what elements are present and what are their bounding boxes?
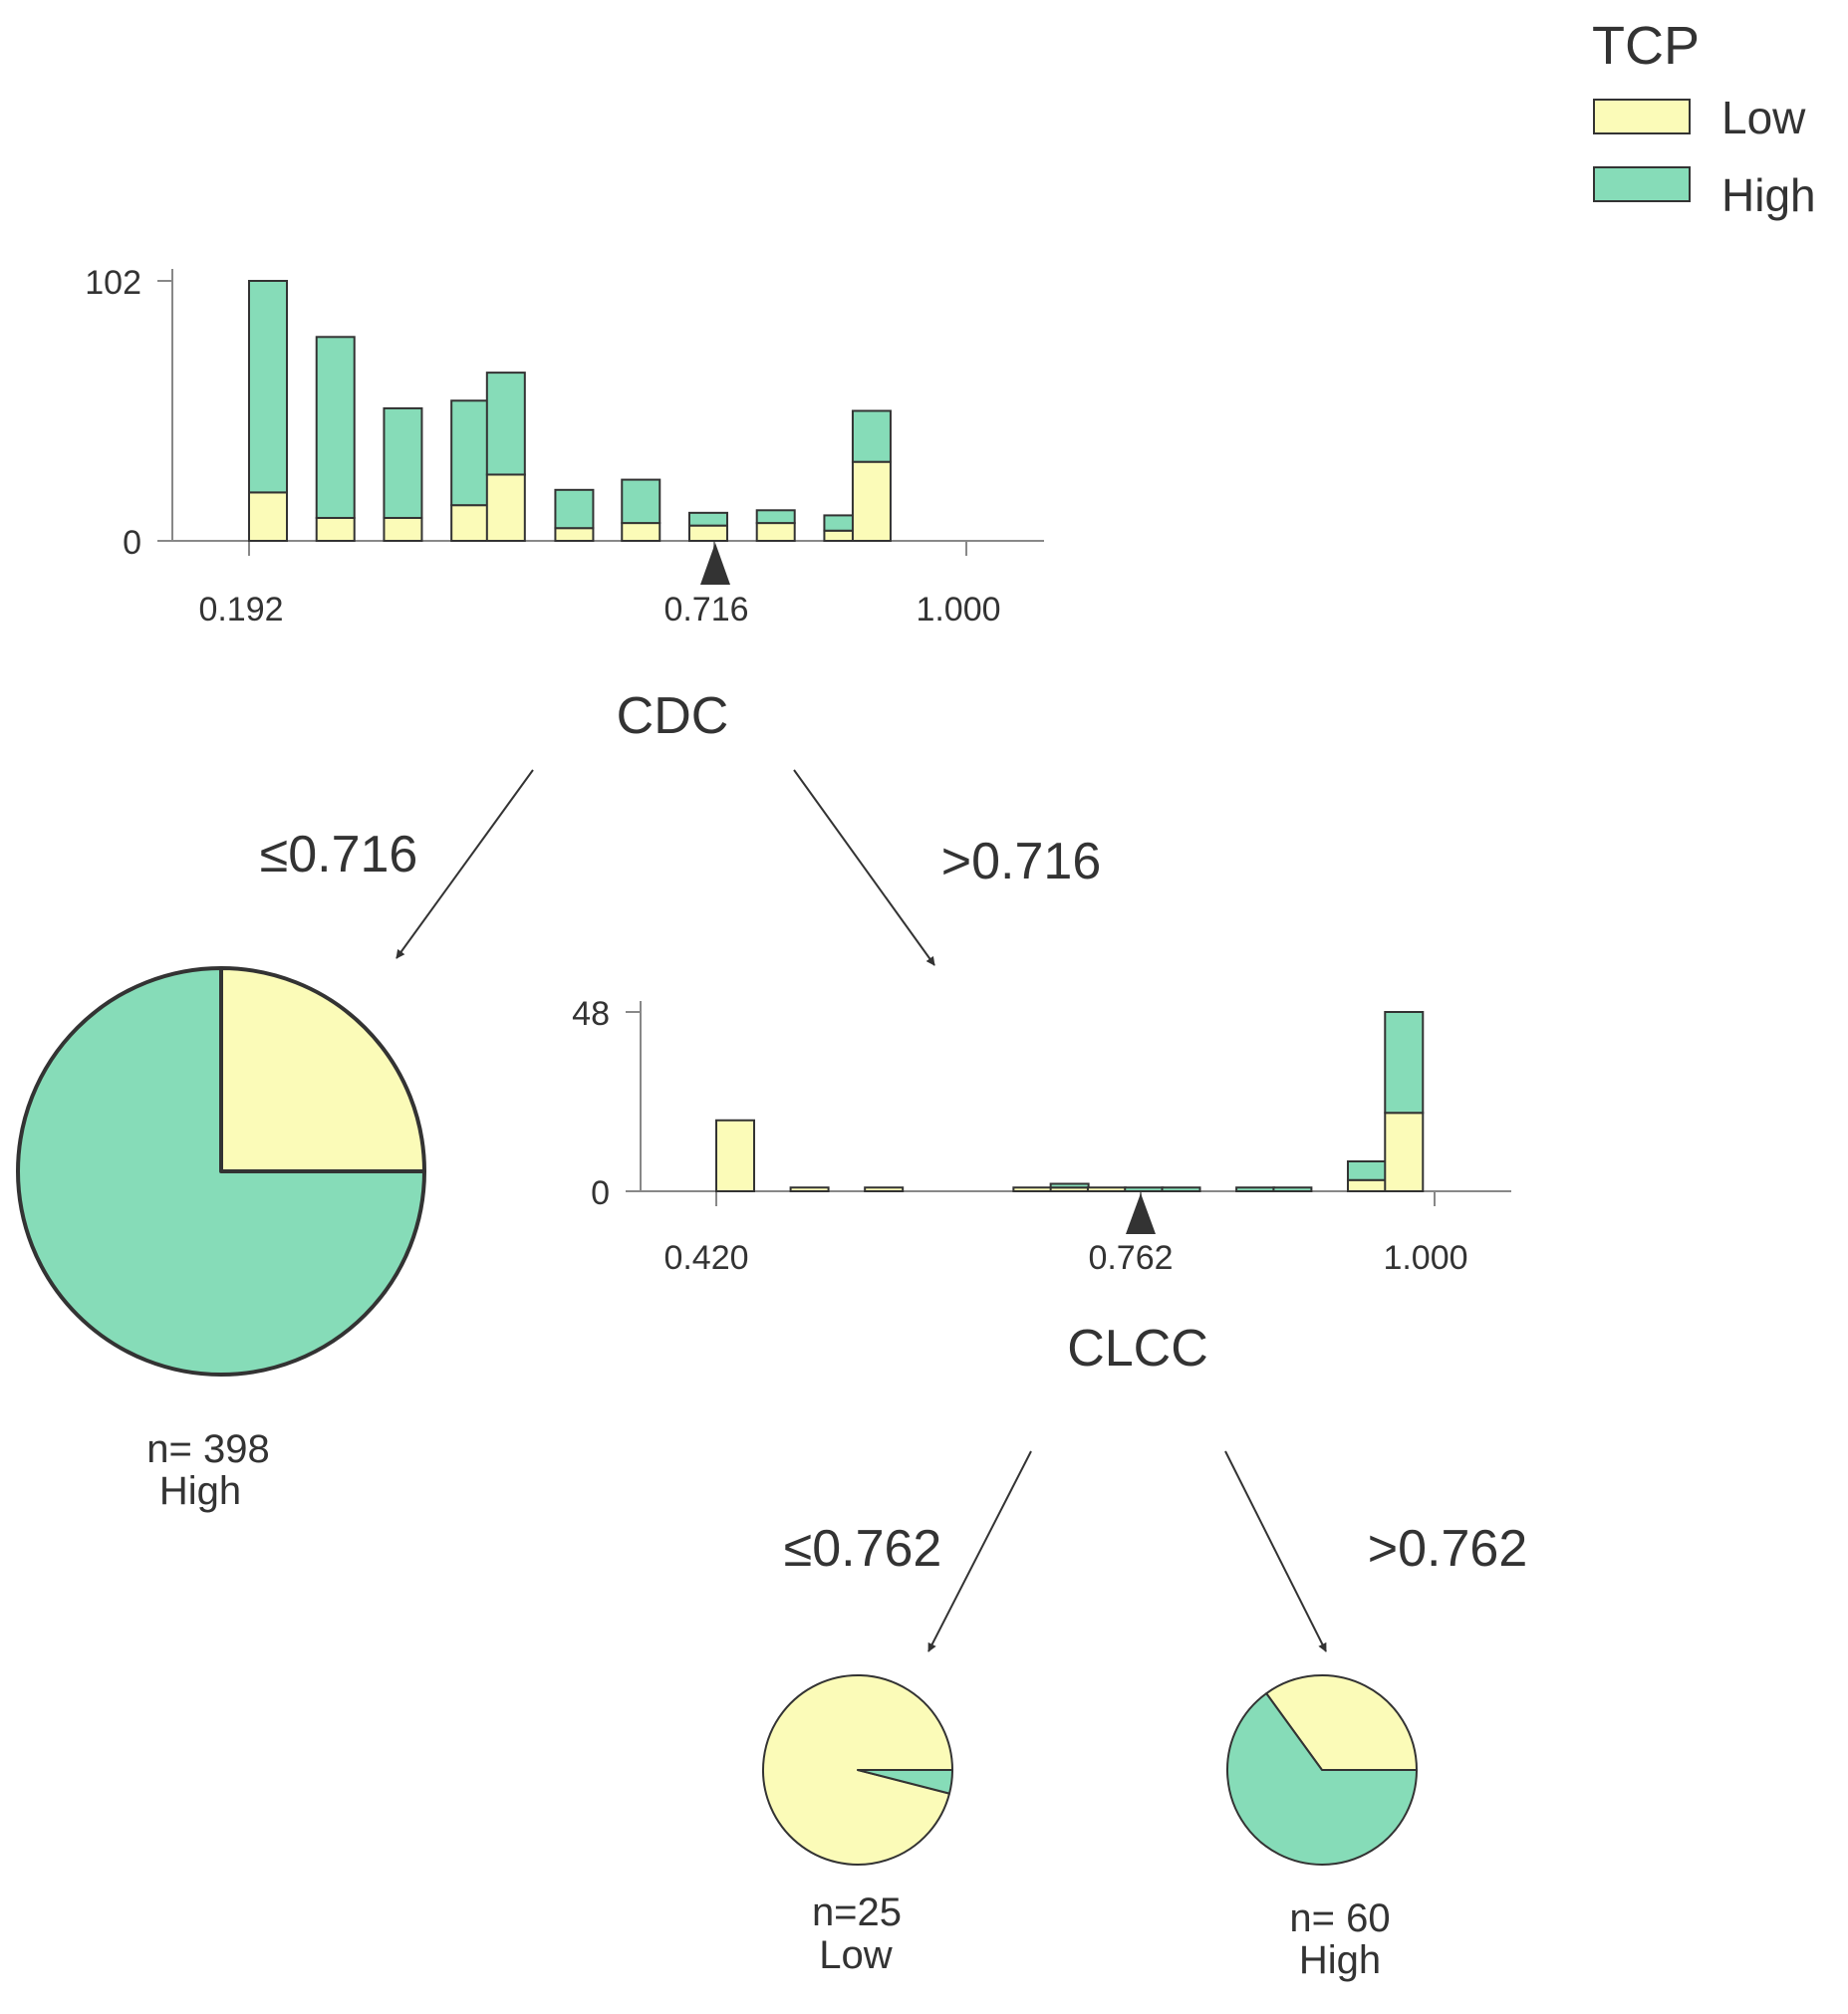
x-tick-label-min: 0.192 — [198, 591, 283, 629]
y-tick-label-zero: 0 — [591, 1174, 610, 1212]
x-tick-label-min: 0.420 — [663, 1239, 748, 1277]
cdc-bars — [248, 280, 892, 543]
x-tick-label-split: 0.716 — [663, 591, 748, 629]
bar-high-2 — [383, 406, 423, 519]
leaf-2-class: Low — [819, 1933, 892, 1977]
pie-slice-low — [1265, 1674, 1418, 1771]
pie-slice-high — [1226, 1692, 1418, 1866]
split-marker — [700, 543, 730, 585]
leaf-2-n: n=25 — [812, 1890, 902, 1934]
clcc-histogram: 48 0 0.420 0.762 1.000 — [572, 995, 1511, 1277]
bar-high-11 — [1346, 1160, 1387, 1181]
y-tick-label-max: 48 — [572, 995, 610, 1033]
edge-clcc-left — [927, 1450, 1032, 1652]
bar-high-8 — [755, 509, 796, 525]
clcc-bars — [715, 1011, 1425, 1192]
bar-low-1 — [789, 1186, 830, 1192]
edge-clcc-right — [1224, 1450, 1327, 1652]
y-tick-label-zero: 0 — [123, 524, 141, 562]
bar-low-5 — [554, 527, 595, 542]
pie-slice-high — [16, 966, 426, 1377]
legend-swatch-low — [1593, 99, 1691, 134]
cdc-feature-label: CDC — [617, 687, 729, 745]
leaf-3-n: n= 60 — [1289, 1896, 1390, 1940]
bar-high-4 — [485, 372, 526, 476]
bar-low-0 — [248, 491, 288, 542]
pie-slice-high — [857, 1769, 953, 1795]
leaf-1-n: n= 398 — [146, 1427, 269, 1471]
clcc-feature-label: CLCC — [1067, 1320, 1208, 1378]
legend-swatch-high — [1593, 166, 1691, 202]
legend: TCP Low High — [1592, 16, 1816, 221]
bar-high-5 — [1049, 1182, 1090, 1189]
edge-label-cdc-left: ≤0.716 — [260, 826, 418, 883]
bar-low-6 — [621, 522, 661, 543]
bar-low-12 — [1384, 1112, 1425, 1192]
leaf-3-class: High — [1299, 1938, 1381, 1982]
leaf-pie-3 — [1226, 1674, 1418, 1866]
edge-cdc-right — [793, 769, 935, 966]
bar-low-2 — [864, 1186, 905, 1192]
leaf-pie-1 — [16, 966, 426, 1377]
bar-high-3 — [450, 399, 491, 507]
bar-low-4 — [485, 473, 526, 542]
bar-low-1 — [315, 516, 356, 542]
edge-label-cdc-right: >0.716 — [941, 833, 1102, 890]
bar-low-7 — [687, 524, 728, 542]
bar-low-10 — [851, 460, 892, 543]
y-tick-label-max: 102 — [85, 264, 141, 302]
bar-low-2 — [383, 516, 423, 542]
bar-low-3 — [450, 504, 491, 543]
x-tick-label-max: 1.000 — [916, 591, 1000, 629]
legend-title: TCP — [1592, 16, 1700, 76]
bar-low-8 — [755, 522, 796, 543]
split-marker — [1126, 1193, 1156, 1234]
bar-high-5 — [554, 488, 595, 530]
bar-high-10 — [851, 409, 892, 463]
edge-label-clcc-left: ≤0.762 — [784, 1520, 942, 1578]
bar-low-0 — [715, 1119, 755, 1192]
bar-high-9 — [1235, 1186, 1276, 1192]
bar-high-7 — [1124, 1186, 1165, 1192]
legend-label-high: High — [1721, 169, 1816, 221]
bar-high-6 — [621, 478, 661, 525]
bar-high-7 — [687, 511, 728, 527]
x-tick-label-max: 1.000 — [1383, 1239, 1467, 1277]
bar-low-11 — [1346, 1178, 1387, 1192]
leaf-pie-2 — [762, 1674, 953, 1866]
bar-high-8 — [1161, 1186, 1201, 1192]
bar-high-0 — [248, 280, 288, 494]
leaf-1-class: High — [159, 1469, 241, 1513]
cdc-histogram: 102 0 0.192 0.716 1.000 — [85, 264, 1044, 629]
edge-label-clcc-right: >0.762 — [1368, 1520, 1528, 1578]
pie-slice-low — [219, 966, 426, 1173]
bar-high-1 — [315, 336, 356, 519]
legend-label-low: Low — [1721, 92, 1806, 143]
x-tick-label-split: 0.762 — [1088, 1239, 1173, 1277]
bar-high-10 — [1272, 1186, 1313, 1192]
bar-low-6 — [1086, 1186, 1127, 1192]
bar-low-4 — [1012, 1186, 1053, 1192]
edge-cdc-left — [396, 769, 534, 959]
bar-high-12 — [1384, 1011, 1425, 1115]
